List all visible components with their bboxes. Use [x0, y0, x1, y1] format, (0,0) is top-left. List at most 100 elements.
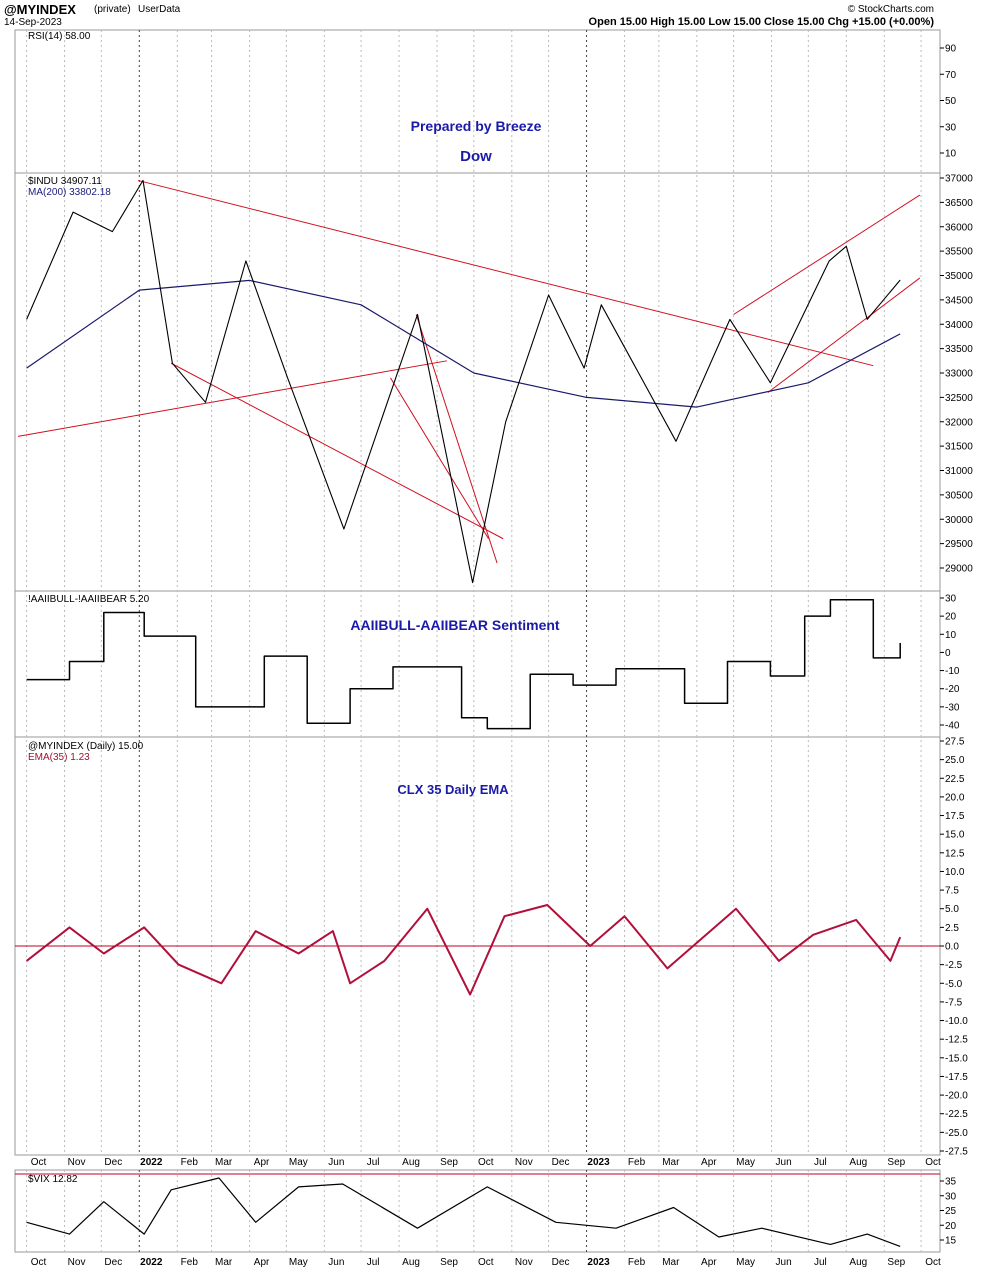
data-source-label: UserData — [138, 4, 181, 15]
clx-tick-label: -22.5 — [945, 1109, 968, 1120]
month-label: May — [736, 1157, 755, 1168]
month-label: Sep — [440, 1257, 458, 1268]
dow-tick-label: 35000 — [945, 271, 973, 282]
rsi-tick-label: 50 — [945, 96, 957, 107]
clx-tick-label: -25.0 — [945, 1128, 968, 1139]
month-label: Jul — [367, 1157, 380, 1168]
month-label: Feb — [181, 1157, 199, 1168]
clx-tick-label: -15.0 — [945, 1053, 968, 1064]
aaii-tick-label: -10 — [945, 666, 960, 677]
dow-trendline — [137, 179, 874, 367]
clx-label: @MYINDEX (Daily) 15.00 — [28, 741, 144, 752]
month-label: Aug — [849, 1257, 867, 1268]
vix-tick-label: 25 — [945, 1206, 957, 1217]
dow-tick-label: 34500 — [945, 295, 973, 306]
aaii-tick-label: -30 — [945, 702, 960, 713]
month-label: Jul — [814, 1157, 827, 1168]
month-label: May — [289, 1257, 308, 1268]
clx-tick-label: 17.5 — [945, 811, 965, 822]
rsi-tick-label: 30 — [945, 122, 957, 133]
month-label: Dec — [104, 1257, 122, 1268]
vix-label: $VIX 12.82 — [28, 1174, 78, 1185]
clx-tick-label: 27.5 — [945, 737, 965, 748]
aaii-tick-label: 0 — [945, 648, 951, 659]
month-label: Dec — [104, 1157, 122, 1168]
rsi-tick-label: 10 — [945, 149, 957, 160]
aaii-tick-label: 10 — [945, 630, 957, 641]
dow-price-line — [26, 179, 901, 584]
month-gridlines — [26, 30, 922, 1252]
dow-tick-label: 33500 — [945, 344, 973, 355]
month-label: Oct — [478, 1157, 494, 1168]
month-label: Oct — [31, 1157, 47, 1168]
dow-tick-label: 29000 — [945, 564, 973, 575]
clx-tick-label: 15.0 — [945, 830, 965, 841]
aaii-sentiment-line — [26, 599, 901, 730]
month-label: Apr — [254, 1157, 270, 1168]
month-label: Aug — [402, 1157, 420, 1168]
month-label: Aug — [402, 1257, 420, 1268]
rsi-annotation-prepared: Prepared by Breeze — [411, 118, 542, 134]
vix-tick-label: 35 — [945, 1177, 957, 1188]
month-label: Oct — [925, 1257, 941, 1268]
month-label: Apr — [701, 1157, 717, 1168]
month-label: May — [289, 1157, 308, 1168]
month-label: Nov — [515, 1257, 533, 1268]
clx-tick-label: -7.5 — [945, 997, 963, 1008]
vix-tick-label: 15 — [945, 1236, 957, 1247]
month-label: Oct — [925, 1157, 941, 1168]
rsi-label: RSI(14) 58.00 — [28, 31, 91, 42]
month-label: Jun — [328, 1157, 344, 1168]
month-label: Nov — [68, 1157, 86, 1168]
dow-tick-label: 30000 — [945, 515, 973, 526]
month-label: Mar — [215, 1257, 233, 1268]
clx-ema-line — [25, 904, 902, 996]
month-label: Feb — [181, 1257, 199, 1268]
clx-tick-label: 22.5 — [945, 774, 965, 785]
dow-trendline — [170, 362, 504, 540]
month-label: Apr — [701, 1257, 717, 1268]
month-label: Nov — [515, 1157, 533, 1168]
clx-tick-label: 12.5 — [945, 848, 965, 859]
clx-tick-label: -20.0 — [945, 1091, 968, 1102]
month-label: Feb — [628, 1257, 646, 1268]
month-label: Jun — [328, 1257, 344, 1268]
vix-tick-label: 20 — [945, 1221, 957, 1232]
clx-tick-label: 2.5 — [945, 923, 959, 934]
symbol-title: @MYINDEX — [4, 2, 76, 17]
aaii-label: !AAIIBULL-!AAIIBEAR 5.20 — [28, 594, 150, 605]
dow-trendline — [733, 194, 921, 315]
dow-tick-label: 35500 — [945, 247, 973, 258]
month-label: Oct — [478, 1257, 494, 1268]
clx-tick-label: -10.0 — [945, 1016, 968, 1027]
clx-tick-label: 0.0 — [945, 942, 959, 953]
series-lines — [25, 179, 902, 1247]
dow-ma-label: MA(200) 33802.18 — [28, 187, 111, 198]
month-label: 2023 — [587, 1157, 610, 1168]
dow-tick-label: 31000 — [945, 466, 973, 477]
dow-tick-label: 30500 — [945, 490, 973, 501]
clx-tick-label: -5.0 — [945, 979, 963, 990]
vix-line — [26, 1177, 901, 1247]
rsi-tick-label: 70 — [945, 70, 957, 81]
clx-annotation: CLX 35 Daily EMA — [397, 782, 509, 797]
dow-tick-label: 36500 — [945, 198, 973, 209]
vix-tick-label: 30 — [945, 1191, 957, 1202]
clx-tick-label: 5.0 — [945, 904, 959, 915]
month-label: Sep — [887, 1157, 905, 1168]
month-label: Apr — [254, 1257, 270, 1268]
privacy-label: (private) — [94, 4, 131, 15]
vix-panel-frame — [14, 1169, 941, 1253]
aaii-tick-label: -20 — [945, 684, 960, 695]
dow-trendline — [415, 314, 498, 564]
x-axis-months: Oct Oct Nov Nov Dec Dec 2022 2022 Feb Feb Mar Mar Ap… — [31, 1157, 941, 1268]
dow-tick-label: 36000 — [945, 222, 973, 233]
rsi-tick-label: 90 — [945, 44, 957, 55]
aaii-tick-label: 30 — [945, 594, 957, 605]
month-label: Jun — [776, 1157, 792, 1168]
month-label: Oct — [31, 1257, 47, 1268]
panel-frames — [14, 29, 941, 1253]
dow-tick-label: 33000 — [945, 369, 973, 380]
dow-tick-label: 37000 — [945, 174, 973, 185]
